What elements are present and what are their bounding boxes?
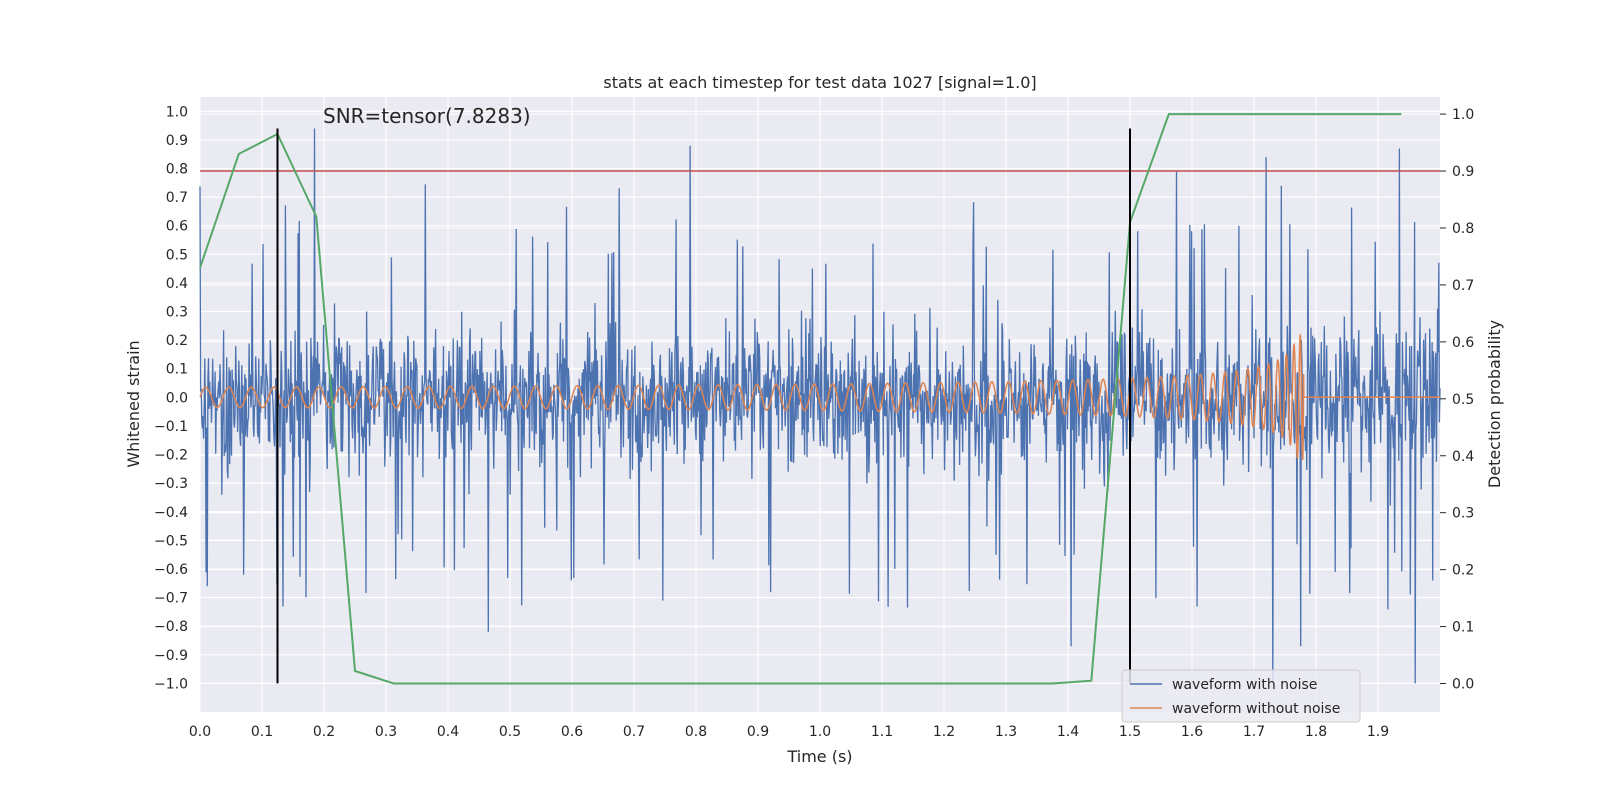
x-tick-label: 0.3 <box>375 724 397 740</box>
chart-title: stats at each timestep for test data 102… <box>603 73 1036 92</box>
x-tick-label: 1.0 <box>809 724 831 740</box>
x-tick-label: 1.6 <box>1181 724 1203 740</box>
x-tick-label: 0.7 <box>623 724 645 740</box>
grid <box>199 97 1440 712</box>
y-tick-label: 0.6 <box>166 219 188 235</box>
series-layer <box>199 113 1441 685</box>
series-waveform-without-noise <box>199 334 1440 461</box>
y2-tick-label: 0.4 <box>1452 449 1474 465</box>
y-tick-label: 1.0 <box>166 104 188 120</box>
y-tick-label: −0.5 <box>154 533 188 549</box>
x-tick-label: 0.9 <box>747 724 769 740</box>
y2-tick-label: 0.8 <box>1452 221 1474 237</box>
legend-clean-label: waveform without noise <box>1172 701 1340 717</box>
y2-tick-label: 0.2 <box>1452 563 1474 579</box>
x-tick-label: 1.3 <box>995 724 1017 740</box>
y-tick-label: −0.4 <box>154 505 188 521</box>
x-tick-label: 1.4 <box>1057 724 1079 740</box>
legend-noise-label: waveform with noise <box>1172 677 1317 693</box>
x-tick-label: 1.1 <box>871 724 893 740</box>
x-tick-label: 0.4 <box>437 724 459 740</box>
y2-tick-label: 0.7 <box>1452 278 1474 294</box>
y-tick-label: 0.0 <box>166 390 188 406</box>
y-tick-label: 0.2 <box>166 333 188 349</box>
y-tick-label: 0.1 <box>166 362 188 378</box>
y2-tick-label: 0.9 <box>1452 164 1474 180</box>
series-waveform-with-noise <box>199 128 1441 684</box>
y2-tick-label: 0.3 <box>1452 506 1474 522</box>
y-tick-label: −0.9 <box>154 648 188 664</box>
y-tick-label: −0.1 <box>154 419 188 435</box>
x-tick-label: 1.2 <box>933 724 955 740</box>
x-tick-label: 1.9 <box>1367 724 1389 740</box>
x-tick-label: 0.0 <box>189 724 211 740</box>
x-tick-label: 0.1 <box>251 724 273 740</box>
y2-tick-label: 1.0 <box>1452 107 1474 123</box>
x-tick-label: 1.8 <box>1305 724 1327 740</box>
y-tick-label: −0.3 <box>154 476 188 492</box>
y-tick-label: −0.8 <box>154 619 188 635</box>
y-tick-label: 0.3 <box>166 305 188 321</box>
y-tick-label: −0.7 <box>154 591 188 607</box>
y2-tick-label: 0.1 <box>1452 620 1474 636</box>
y-tick-label: −1.0 <box>154 676 188 692</box>
y2-tick-label: 0.6 <box>1452 335 1474 351</box>
x-axis-label: Time (s) <box>786 747 852 766</box>
y-tick-label: −0.6 <box>154 562 188 578</box>
legend-box <box>1121 669 1361 723</box>
y-tick-label: −0.2 <box>154 448 188 464</box>
y2-tick-label: 0.5 <box>1452 392 1474 408</box>
y-tick-label: 0.7 <box>166 190 188 206</box>
x-tick-label: 0.2 <box>313 724 335 740</box>
y-tick-label: 0.8 <box>166 162 188 178</box>
x-tick-label: 1.5 <box>1119 724 1141 740</box>
y2-tick-label: 0.0 <box>1452 677 1474 693</box>
y-tick-label: 0.5 <box>166 247 188 263</box>
x-tick-label: 1.7 <box>1243 724 1265 740</box>
series-detection-probability <box>199 113 1402 685</box>
ticks: 0.0 0.1 0.2 0.3 0.4 0.5 0.6 0.7 0.8 0.9 1.0 1.1 1.2 1… <box>154 104 1474 740</box>
y-axis-label: Whitened strain <box>124 340 143 467</box>
x-tick-label: 0.8 <box>685 724 707 740</box>
y-tick-label: 0.9 <box>166 133 188 149</box>
y-tick-label: 0.4 <box>166 276 188 292</box>
y2-axis-label: Detection probability <box>1485 320 1504 488</box>
x-tick-label: 0.5 <box>499 724 521 740</box>
x-tick-label: 0.6 <box>561 724 583 740</box>
legend: waveform with noise waveform without noi… <box>1121 669 1361 723</box>
snr-annotation: SNR=tensor(7.8283) <box>323 104 531 128</box>
